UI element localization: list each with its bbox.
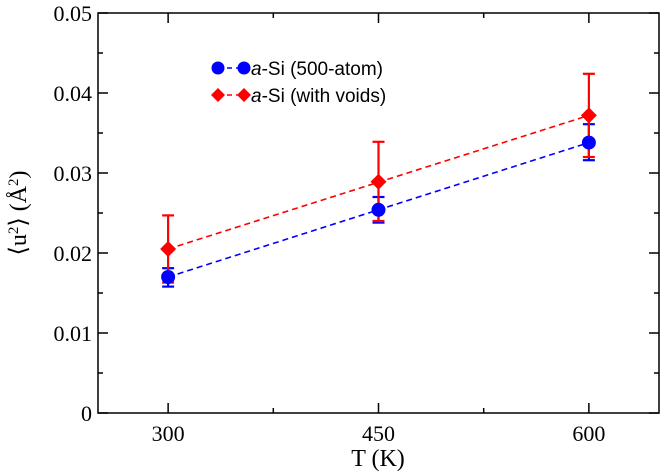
tick-labels: 0 0.01 0.02 0.03 0.04 0.05 300 450 600 (54, 1, 606, 446)
y-axis-title: ⟨u2⟩ (Å2) (6, 170, 32, 255)
y-tick-label: 0.01 (54, 321, 93, 346)
y-tick-label: 0 (81, 401, 92, 426)
data-point-series-1 (161, 270, 176, 284)
legend-marker-series-1-a (211, 61, 225, 75)
legend-marker-series-2-a (211, 88, 225, 102)
legend-entry-series-2: a-Si (with voids) (211, 86, 386, 107)
y-tick-label: 0.02 (54, 241, 93, 266)
legend: a-Si (500-atom) a-Si (with voids) (211, 59, 386, 107)
x-axis-title: T (K) (351, 446, 405, 472)
y-tick-label: 0.03 (54, 161, 93, 186)
y-tick-label: 0.05 (54, 1, 93, 26)
data-point-series-2 (370, 173, 387, 190)
data-point-series-2 (580, 107, 597, 124)
y-axis-title-open: ⟨u (6, 234, 32, 255)
legend-label-series-2-italic: a (251, 86, 262, 107)
legend-marker-series-1-b (237, 61, 251, 75)
y-axis-title-end: ) (6, 170, 32, 178)
x-tick-label: 600 (572, 421, 605, 446)
x-tick-label: 300 (152, 421, 185, 446)
x-tick-label: 450 (362, 421, 395, 446)
legend-label-series-1-italic: a (251, 59, 262, 80)
y-axis-title-sup: 2 (6, 227, 22, 235)
legend-marker-series-2-b (237, 88, 251, 102)
legend-label-series-2: a-Si (with voids) (251, 86, 386, 107)
y-axis-title-sup2: 2 (6, 178, 22, 186)
legend-label-series-1: a-Si (500-atom) (251, 59, 383, 80)
data-point-series-1 (581, 135, 596, 150)
ticks (98, 12, 659, 414)
data-point-series-2 (160, 241, 177, 257)
legend-label-series-2-rest: -Si (with voids) (262, 86, 387, 107)
y-tick-label: 0.04 (54, 81, 93, 106)
y-axis-title-close: ⟩ (Å (6, 185, 32, 226)
data-point-series-1 (371, 202, 386, 217)
legend-label-series-1-rest: -Si (500-atom) (262, 59, 383, 80)
legend-entry-series-1: a-Si (500-atom) (211, 59, 383, 80)
markers (160, 107, 597, 284)
